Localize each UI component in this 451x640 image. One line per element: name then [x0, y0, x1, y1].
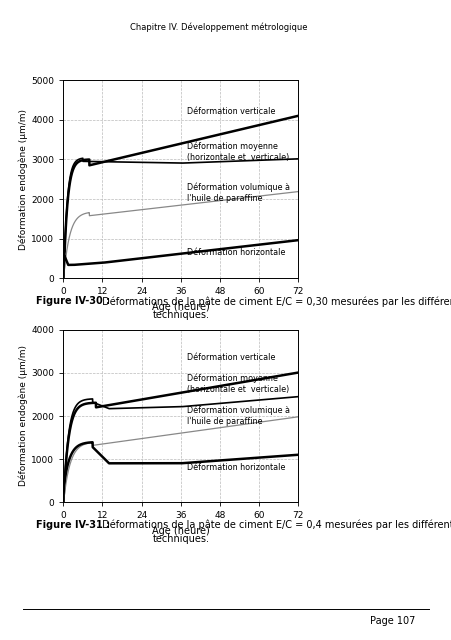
- Text: techniques.: techniques.: [152, 310, 209, 321]
- Y-axis label: Déformation endogène (µm/m): Déformation endogène (µm/m): [19, 346, 28, 486]
- Text: Déformations de la pâte de ciment E/C = 0,30 mesurées par les différentes: Déformations de la pâte de ciment E/C = …: [99, 296, 451, 307]
- Text: Déformation moyenne
(horizontale et  verticale): Déformation moyenne (horizontale et vert…: [187, 373, 289, 394]
- Text: Page 107: Page 107: [370, 616, 415, 626]
- X-axis label: Age (heure): Age (heure): [152, 526, 209, 536]
- Text: Figure IV-30 :: Figure IV-30 :: [36, 296, 110, 307]
- Text: Déformation horizontale: Déformation horizontale: [187, 248, 285, 257]
- Text: Déformation moyenne
(horizontale et  verticale): Déformation moyenne (horizontale et vert…: [187, 141, 289, 162]
- Y-axis label: Déformation endogène (µm/m): Déformation endogène (µm/m): [19, 109, 28, 250]
- Text: Déformation volumique à
l'huile de paraffine: Déformation volumique à l'huile de paraf…: [187, 406, 290, 426]
- Text: Déformations de la pâte de ciment E/C = 0,4 mesurées par les différentes: Déformations de la pâte de ciment E/C = …: [99, 520, 451, 530]
- Text: techniques.: techniques.: [152, 534, 209, 544]
- Text: Déformation verticale: Déformation verticale: [187, 353, 275, 362]
- Text: Déformation volumique à
l'huile de paraffine: Déformation volumique à l'huile de paraf…: [187, 183, 290, 204]
- X-axis label: Age (heure): Age (heure): [152, 302, 209, 312]
- Text: Chapitre IV. Développement métrologique: Chapitre IV. Développement métrologique: [129, 22, 307, 32]
- Text: Figure IV-31 :: Figure IV-31 :: [36, 520, 110, 530]
- Text: Déformation horizontale: Déformation horizontale: [187, 463, 285, 472]
- Text: Déformation verticale: Déformation verticale: [187, 108, 275, 116]
